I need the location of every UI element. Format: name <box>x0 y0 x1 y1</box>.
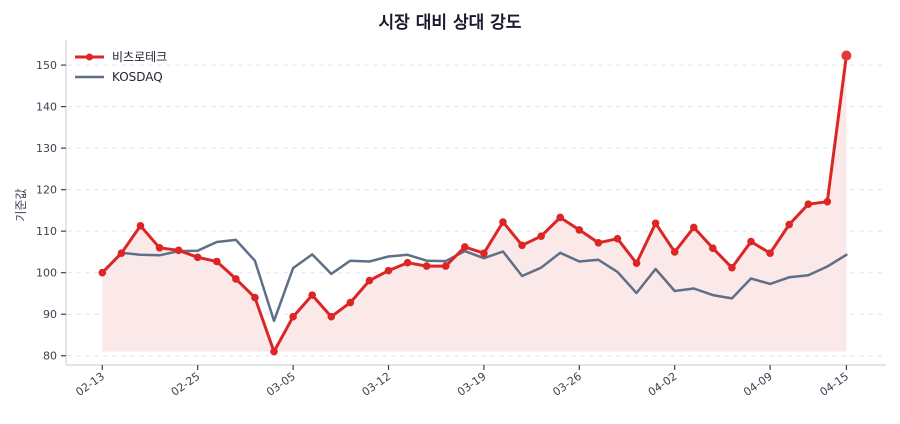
y-tick-label: 110 <box>36 225 57 238</box>
x-tick-label: 04-02 <box>646 370 680 399</box>
data-point-marker[interactable] <box>136 221 145 230</box>
data-point-marker[interactable] <box>709 244 717 253</box>
data-point-marker[interactable] <box>384 266 393 275</box>
data-point-marker[interactable] <box>403 258 412 267</box>
data-point-marker[interactable] <box>556 213 565 222</box>
axes <box>65 40 886 366</box>
data-point-marker[interactable] <box>289 312 297 321</box>
legend-item-primary[interactable]: 비츠로테크 <box>75 50 167 64</box>
data-point-marker[interactable] <box>270 347 278 356</box>
legend-label: 비츠로테크 <box>112 50 167 64</box>
x-tick-label: 03-12 <box>360 370 394 399</box>
y-tick-label: 120 <box>36 184 57 197</box>
y-tick-label: 100 <box>36 267 57 280</box>
data-point-marker[interactable] <box>193 253 202 262</box>
latest-point-marker[interactable] <box>841 50 852 61</box>
data-point-marker[interactable] <box>346 298 355 307</box>
data-point-marker[interactable] <box>308 291 316 299</box>
data-point-marker[interactable] <box>117 249 126 257</box>
x-tick-label: 02-13 <box>73 370 107 399</box>
legend: 비츠로테크 KOSDAQ <box>75 50 167 84</box>
y-tick-label: 80 <box>43 350 57 363</box>
data-point-marker[interactable] <box>632 259 641 267</box>
data-point-marker[interactable] <box>785 220 793 229</box>
y-axis-label: 기준값 <box>14 188 28 221</box>
y-axis-ticks: 80 90 100 110 120 130 140 150 <box>36 59 66 363</box>
y-tick-label: 90 <box>43 308 57 321</box>
y-tick-label: 130 <box>36 142 57 155</box>
data-point-marker[interactable] <box>689 223 698 232</box>
series-lines <box>98 50 852 356</box>
primary-series-line <box>100 54 848 354</box>
x-tick-label: 03-19 <box>455 370 489 399</box>
series-area-fill <box>102 55 847 352</box>
data-point-marker[interactable] <box>212 257 221 266</box>
data-point-marker[interactable] <box>155 243 164 252</box>
data-point-marker[interactable] <box>327 312 336 321</box>
data-point-marker[interactable] <box>232 275 240 283</box>
data-point-marker[interactable] <box>575 226 584 234</box>
data-point-marker[interactable] <box>98 268 107 277</box>
data-point-marker[interactable] <box>499 218 507 226</box>
chart-title: 시장 대비 상대 강도 <box>379 13 522 33</box>
x-tick-label: 03-26 <box>550 370 584 399</box>
y-tick-label: 150 <box>36 59 57 72</box>
x-tick-label: 03-05 <box>264 370 298 399</box>
data-point-marker[interactable] <box>823 197 832 206</box>
x-tick-label: 02-25 <box>169 370 203 399</box>
data-point-marker[interactable] <box>728 263 736 272</box>
area-fill <box>102 55 847 352</box>
legend-marker-icon <box>86 53 93 61</box>
y-tick-label: 140 <box>36 101 57 114</box>
data-point-marker[interactable] <box>766 249 774 257</box>
data-point-marker[interactable] <box>537 232 545 240</box>
data-point-marker[interactable] <box>365 276 374 285</box>
data-point-marker[interactable] <box>747 237 755 246</box>
data-point-marker[interactable] <box>594 239 603 247</box>
data-point-marker[interactable] <box>804 200 813 208</box>
data-point-marker[interactable] <box>461 243 469 251</box>
data-point-marker[interactable] <box>174 246 183 255</box>
data-point-marker[interactable] <box>518 241 526 250</box>
data-point-marker[interactable] <box>422 262 431 270</box>
benchmark-series-line <box>101 238 848 323</box>
data-point-marker[interactable] <box>441 262 450 270</box>
x-tick-label: 04-09 <box>741 370 775 399</box>
x-axis-ticks: 02-13 02-25 03-05 03-12 03-19 03-26 04-02 04-09… <box>73 365 851 399</box>
data-point-marker[interactable] <box>251 293 259 302</box>
legend-label: KOSDAQ <box>112 70 163 84</box>
data-point-marker[interactable] <box>651 219 660 228</box>
legend-item-benchmark[interactable]: KOSDAQ <box>75 70 163 84</box>
data-point-marker[interactable] <box>670 248 679 256</box>
data-point-marker[interactable] <box>613 234 622 243</box>
data-point-marker[interactable] <box>480 249 488 257</box>
x-tick-label: 04-15 <box>817 370 851 399</box>
